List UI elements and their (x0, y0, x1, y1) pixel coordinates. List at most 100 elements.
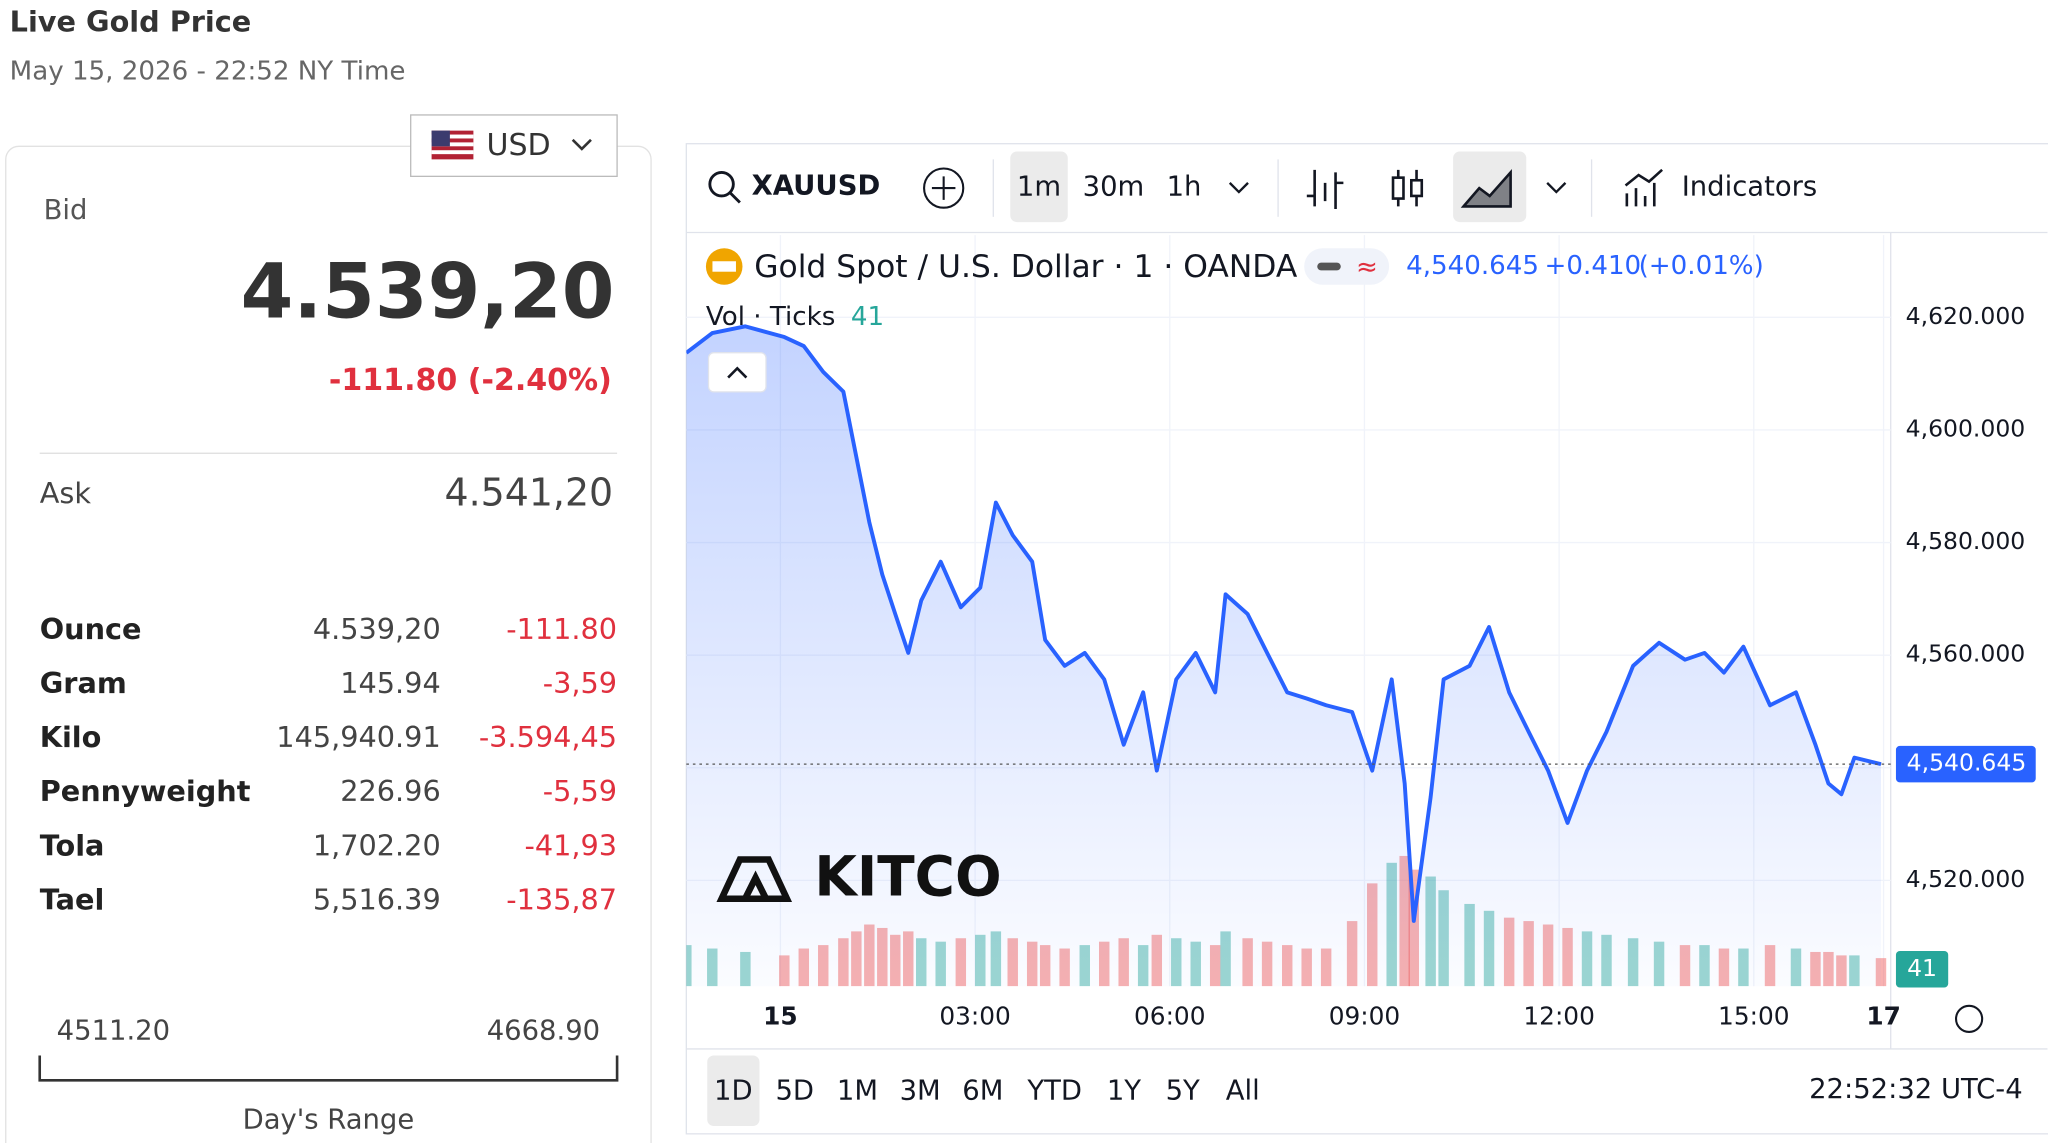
legend-last: 4,540.645 (1406, 251, 1539, 281)
gold-bar-icon (712, 261, 736, 272)
unit-price: 5,516.39 (313, 882, 441, 916)
range-button[interactable]: All (1226, 1076, 1260, 1107)
volume-title: Vol · Ticks (706, 302, 835, 332)
range-active-bg (707, 1055, 760, 1127)
collapse-icon (727, 366, 748, 379)
unit-price: 145.94 (340, 666, 441, 700)
kitco-logo (716, 856, 793, 902)
currency-label[interactable]: USD (486, 128, 550, 163)
indicators-button[interactable]: Indicators (1682, 172, 1817, 203)
toolbar: XAUUSD 1m 30m 1h Indicators (708, 151, 1817, 223)
interval-button[interactable]: 1m (1017, 172, 1061, 203)
series-layer (686, 324, 1887, 987)
style-chevron[interactable] (1546, 182, 1567, 194)
range-caption: Day's Range (243, 1104, 415, 1135)
last-price-label: 4,540.645 (1907, 749, 2027, 777)
series-title: Gold Spot / U.S. Dollar · 1 · OANDA (754, 249, 1298, 285)
x-tick-label: 15 (763, 1002, 798, 1031)
unit-price: 1,702.20 (313, 828, 441, 862)
y-tick-label: 4,560.000 (1906, 640, 2026, 668)
x-tick-label: 12:00 (1523, 1002, 1594, 1031)
interval-active-bg (1010, 151, 1068, 223)
page-title: Live Gold Price (10, 5, 252, 39)
unit-name: Ounce (40, 612, 142, 646)
unit-change: -3.594,45 (479, 720, 617, 754)
symbol[interactable]: XAUUSD (752, 170, 881, 201)
unit-price: 226.96 (340, 774, 441, 808)
unit-name: Pennyweight (40, 774, 251, 808)
toggle-icon (1317, 262, 1341, 271)
plus-icon (931, 176, 956, 200)
currency-select[interactable]: USD (410, 114, 618, 178)
candle-body (1391, 176, 1405, 200)
range-bracket (38, 1055, 619, 1082)
area-active-bg (1453, 151, 1527, 223)
settings-icon[interactable] (1954, 1004, 1984, 1034)
range-button[interactable]: 5Y (1166, 1076, 1200, 1107)
clock: 22:52:32 UTC-4 (1809, 1074, 2023, 1105)
range-button[interactable]: 1D (714, 1076, 753, 1107)
ask-price: 4.541,20 (445, 471, 614, 515)
x-tick-label: 09:00 (1329, 1002, 1400, 1031)
us-flag (431, 130, 474, 160)
interval-button[interactable]: 1h (1167, 172, 1202, 203)
range-button[interactable]: 3M (900, 1076, 941, 1107)
x-tick-label: 17 (1866, 1002, 1901, 1031)
range-button[interactable]: 5D (775, 1076, 814, 1107)
compare-button[interactable] (923, 167, 965, 209)
x-tick-label: 15:00 (1718, 1002, 1789, 1031)
y-tick-label: 4,520.000 (1906, 865, 2026, 893)
bars-icon[interactable] (1306, 169, 1344, 210)
price-line (686, 324, 1882, 923)
search-icon-handle (729, 192, 741, 204)
volume-tag (1895, 950, 1949, 988)
area-icon[interactable] (1460, 168, 1512, 208)
unit-name: Tael (40, 882, 105, 916)
chart-legend: Gold Spot / U.S. Dollar · 1 · OANDA ≈ 4,… (705, 248, 1764, 393)
range-low: 4511.20 (57, 1015, 170, 1046)
range-button[interactable]: 6M (962, 1076, 1003, 1107)
bid-change: -111.80 (-2.40%) (329, 363, 612, 398)
range-button[interactable]: 1M (837, 1076, 878, 1107)
legend-change: +0.410 (1545, 251, 1642, 281)
range-button[interactable]: YTD (1026, 1076, 1082, 1107)
bid-label: Bid (44, 195, 88, 226)
volume-tag-label: 41 (1907, 954, 1937, 982)
search-icon[interactable] (708, 170, 735, 198)
y-tick-label: 4,620.000 (1906, 302, 2026, 330)
chevron (571, 138, 592, 151)
plot: 4,520.0004,540.0004,560.0004,580.0004,60… (686, 235, 2036, 1031)
indicators-icon[interactable] (1624, 168, 1663, 207)
unit-change: -135,87 (506, 882, 617, 916)
legend-toggle[interactable] (1304, 248, 1390, 285)
range-buttons: 1D 5D 1M 3M 6M YTD 1Y 5Y All (714, 1076, 1260, 1107)
unit-name: Gram (40, 666, 127, 700)
collapse-button[interactable] (707, 352, 767, 393)
last-price-tag (1895, 745, 2036, 783)
range-high: 4668.90 (487, 1015, 600, 1046)
price-area (686, 326, 1881, 987)
ask-label: Ask (40, 476, 92, 510)
kitco-wordmark: KITCO (814, 845, 1001, 909)
units-table: Ounce 4.539,20 -111.80 Gram 145.94 -3,59 Kilo 1… (40, 612, 617, 916)
toggle-icon: ≈ (1356, 252, 1378, 282)
bid-price: 4.539,20 (241, 248, 615, 336)
volume-bar (1875, 958, 1887, 987)
watermark: KITCO (716, 845, 1002, 909)
unit-name: Tola (40, 828, 105, 862)
unit-change: -3,59 (543, 666, 617, 700)
x-tick-label: 03:00 (939, 1002, 1010, 1031)
intervals: 1m 30m 1h (1017, 172, 1201, 203)
legend-change-pct: (+0.01%) (1639, 251, 1764, 281)
interval-button[interactable]: 30m (1083, 172, 1145, 203)
range-button[interactable]: 1Y (1107, 1076, 1141, 1107)
unit-name: Kilo (40, 720, 102, 754)
unit-change: -5,59 (543, 774, 617, 808)
unit-change: -111.80 (506, 612, 617, 646)
volume-last: 41 (851, 302, 884, 332)
interval-chevron[interactable] (1228, 182, 1249, 194)
x-tick-label: 06:00 (1134, 1002, 1205, 1031)
price-card (5, 145, 652, 1143)
unit-price: 145,940.91 (276, 720, 440, 754)
